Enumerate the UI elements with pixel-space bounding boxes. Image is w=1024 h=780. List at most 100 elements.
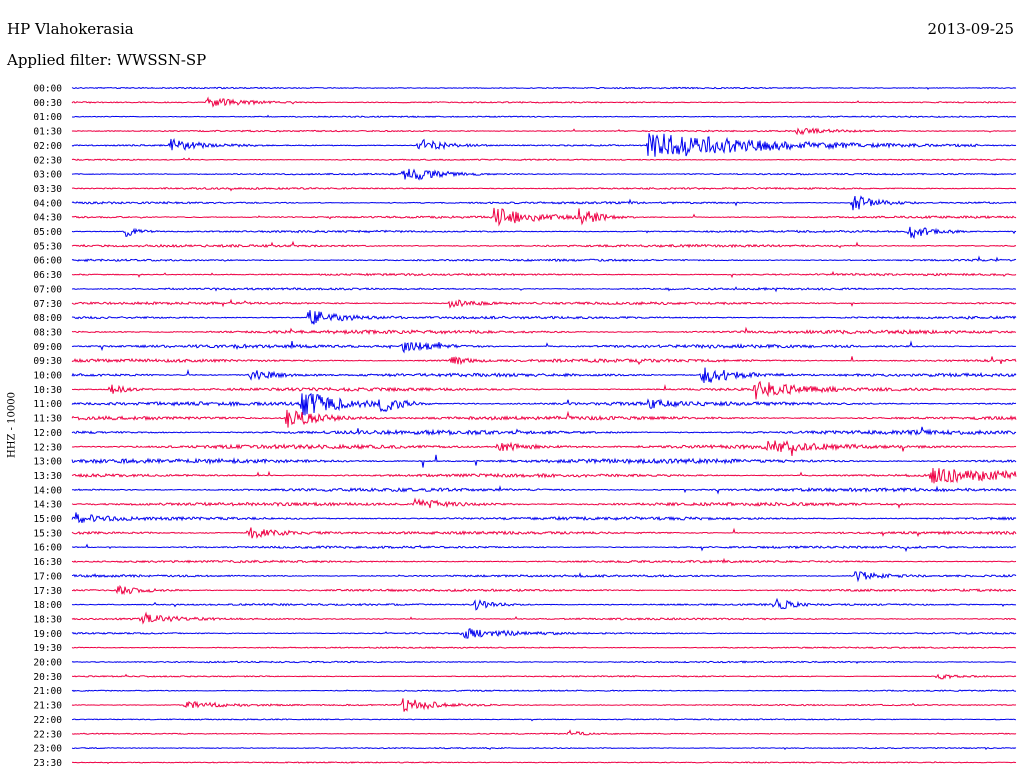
row-label-1900: 19:00 — [33, 629, 62, 640]
trace-1530 — [71, 527, 1017, 539]
row-label-0930: 09:30 — [33, 356, 62, 367]
station-title: HP Vlahokerasia — [7, 20, 134, 38]
trace-2100 — [71, 689, 1017, 692]
row-label-0730: 07:30 — [33, 299, 62, 310]
trace-0930 — [71, 356, 1017, 366]
trace-1430 — [71, 497, 1017, 509]
trace-0100 — [72, 114, 1017, 119]
trace-1400 — [71, 485, 1017, 495]
filter-label: Applied filter: WWSSN-SP — [7, 51, 207, 69]
row-label-1800: 18:00 — [33, 600, 62, 611]
trace-2300 — [71, 746, 1017, 750]
trace-1500 — [71, 512, 1017, 524]
date-label: 2013-09-25 — [927, 20, 1014, 38]
trace-2330 — [71, 761, 1017, 764]
row-label-0630: 06:30 — [33, 270, 62, 281]
trace-1900 — [71, 627, 1017, 639]
row-label-2030: 20:30 — [33, 672, 62, 683]
row-label-0500: 05:00 — [33, 227, 62, 238]
row-label-0700: 07:00 — [33, 284, 62, 295]
trace-2200 — [71, 718, 1017, 722]
trace-2000 — [71, 660, 1017, 664]
trace-0630 — [71, 270, 1017, 279]
row-label-1030: 10:30 — [33, 385, 62, 396]
trace-0830 — [71, 326, 1017, 336]
trace-2130 — [71, 698, 1017, 712]
row-label-1200: 12:00 — [33, 428, 62, 439]
row-label-2130: 21:30 — [33, 701, 62, 712]
traces-group — [71, 86, 1017, 764]
trace-1830 — [71, 611, 1017, 625]
row-label-0130: 01:30 — [33, 127, 62, 138]
row-label-1230: 12:30 — [33, 442, 62, 453]
trace-0300 — [71, 168, 1017, 181]
trace-0600 — [71, 255, 1017, 263]
row-label-0230: 02:30 — [33, 155, 62, 166]
row-label-0800: 08:00 — [33, 313, 62, 324]
tick-labels-group: 00:00 00:30 01:00 01:30 02:00 02:30 03:00 03:30… — [33, 84, 62, 769]
trace-2230 — [71, 729, 1017, 736]
row-label-1700: 17:00 — [33, 571, 62, 582]
trace-0000 — [71, 86, 1017, 90]
trace-1230 — [71, 440, 1017, 456]
row-label-0430: 04:30 — [33, 213, 62, 224]
row-label-0000: 00:00 — [33, 84, 62, 95]
row-label-2100: 21:00 — [33, 686, 62, 697]
trace-0330 — [71, 186, 1017, 192]
trace-1930 — [71, 646, 1017, 650]
trace-0030 — [71, 96, 1017, 108]
trace-1800 — [71, 597, 1017, 611]
row-label-0530: 05:30 — [33, 241, 62, 252]
row-label-0900: 09:00 — [33, 342, 62, 353]
row-label-2000: 20:00 — [33, 658, 62, 669]
row-label-1730: 17:30 — [33, 586, 62, 597]
trace-0200 — [71, 133, 1017, 157]
row-label-0300: 03:00 — [33, 170, 62, 181]
row-label-1830: 18:30 — [33, 614, 62, 625]
trace-1300 — [71, 454, 1017, 468]
row-label-1630: 16:30 — [33, 557, 62, 568]
row-label-2230: 22:30 — [33, 729, 62, 740]
row-label-1430: 14:30 — [33, 500, 62, 511]
row-label-2300: 23:00 — [33, 744, 62, 755]
row-label-0030: 00:30 — [33, 98, 62, 109]
trace-2030 — [71, 673, 1017, 680]
trace-1100 — [71, 392, 1017, 416]
row-label-1100: 11:00 — [33, 399, 62, 410]
trace-1030 — [71, 380, 1017, 400]
row-label-1000: 10:00 — [33, 371, 62, 382]
row-label-0200: 02:00 — [33, 141, 62, 152]
row-label-1330: 13:30 — [33, 471, 62, 482]
row-label-1600: 16:00 — [33, 543, 62, 554]
row-label-0830: 08:30 — [33, 327, 62, 338]
trace-0900 — [71, 340, 1017, 354]
trace-1630 — [71, 557, 1017, 564]
trace-1130 — [71, 409, 1017, 428]
row-label-0600: 06:00 — [33, 256, 62, 267]
trace-1600 — [72, 543, 1017, 553]
row-label-1130: 11:30 — [33, 414, 62, 425]
row-label-1530: 15:30 — [33, 528, 62, 539]
trace-0400 — [71, 195, 1017, 211]
trace-0730 — [71, 298, 1017, 309]
row-label-0400: 04:00 — [33, 198, 62, 209]
trace-0800 — [71, 310, 1017, 325]
trace-1200 — [71, 426, 1017, 437]
trace-0500 — [71, 226, 1017, 240]
trace-0700 — [71, 286, 1017, 293]
row-label-0330: 03:30 — [33, 184, 62, 195]
trace-1730 — [71, 584, 1017, 596]
row-label-1300: 13:00 — [33, 457, 62, 468]
trace-1330 — [71, 467, 1017, 484]
trace-0230 — [71, 157, 1017, 162]
row-label-0100: 01:00 — [33, 112, 62, 123]
row-label-1930: 19:30 — [33, 643, 62, 654]
trace-0530 — [71, 240, 1017, 249]
trace-1700 — [71, 571, 1017, 583]
trace-0430 — [71, 207, 1017, 227]
trace-0130 — [71, 127, 1017, 136]
row-label-2200: 22:00 — [33, 715, 62, 726]
row-label-1500: 15:00 — [33, 514, 62, 525]
row-label-1400: 14:00 — [33, 485, 62, 496]
